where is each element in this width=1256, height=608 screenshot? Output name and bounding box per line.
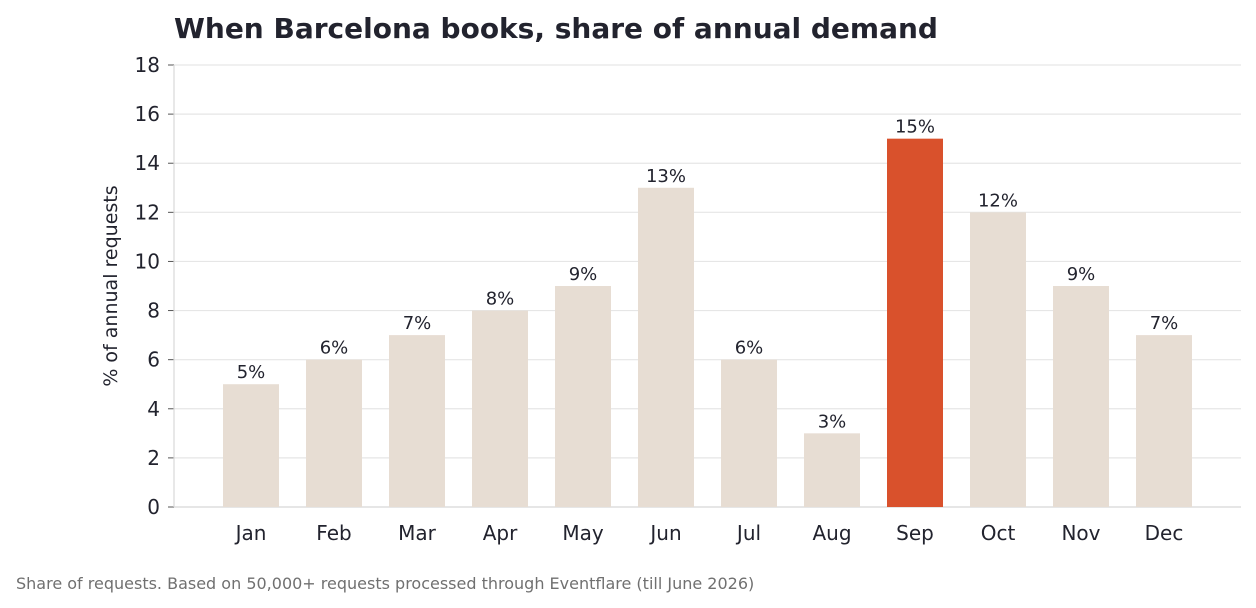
bar-jan [223,384,279,507]
x-tick-label: Jun [648,521,681,545]
x-tick-label: Mar [398,521,437,545]
x-tick-label: Dec [1145,521,1184,545]
data-label: 9% [569,264,598,285]
bar-sep [887,138,943,507]
footnote: Share of requests. Based on 50,000+ requ… [16,574,754,593]
bar-feb [306,359,362,507]
y-tick-label: 8 [147,299,160,323]
data-label: 13% [646,166,686,187]
x-tick-label: Feb [316,521,351,545]
y-tick-label: 10 [135,249,160,273]
y-tick-label: 6 [147,348,160,372]
data-label: 9% [1067,264,1096,285]
data-label: 15% [895,117,935,138]
data-label: 6% [320,338,349,359]
y-tick-label: 16 [135,102,160,126]
bars [223,138,1192,508]
x-tick-label: Oct [981,521,1016,545]
y-tick-label: 2 [147,446,160,470]
bar-jun [638,187,694,507]
y-tick-label: 12 [135,200,160,224]
data-label: 5% [237,362,266,383]
bar-dec [1136,335,1192,507]
bar-nov [1053,286,1109,507]
bar-may [555,286,611,507]
bar-aug [804,433,860,507]
x-tick-label: Apr [483,521,518,545]
bar-apr [472,310,528,507]
y-tick-label: 18 [135,53,160,77]
data-label: 7% [1150,313,1179,334]
chart-title: When Barcelona books, share of annual de… [174,12,938,45]
bar-jul [721,359,777,507]
x-tick-label: Jul [735,521,761,545]
data-label: 7% [403,313,432,334]
data-label: 3% [818,411,847,432]
data-label: 6% [735,338,764,359]
x-tick-label: Nov [1061,521,1100,545]
labels: 0 2 4 6 8 10 12 14 16 18 5% Jan 6% Feb 7% Mar 8% Apr 9% May… [135,53,1184,545]
x-tick-label: Jan [234,521,267,545]
data-label: 12% [978,190,1018,211]
y-tick-label: 4 [147,397,160,421]
y-tick-label: 14 [135,151,160,175]
x-tick-label: Sep [896,521,934,545]
data-label: 8% [486,289,515,310]
x-tick-label: May [562,521,604,545]
bar-mar [389,335,445,507]
y-axis-label: % of annual requests [100,185,122,386]
x-tick-label: Aug [812,521,851,545]
bar-oct [970,212,1026,508]
y-tick-label: 0 [147,495,160,519]
